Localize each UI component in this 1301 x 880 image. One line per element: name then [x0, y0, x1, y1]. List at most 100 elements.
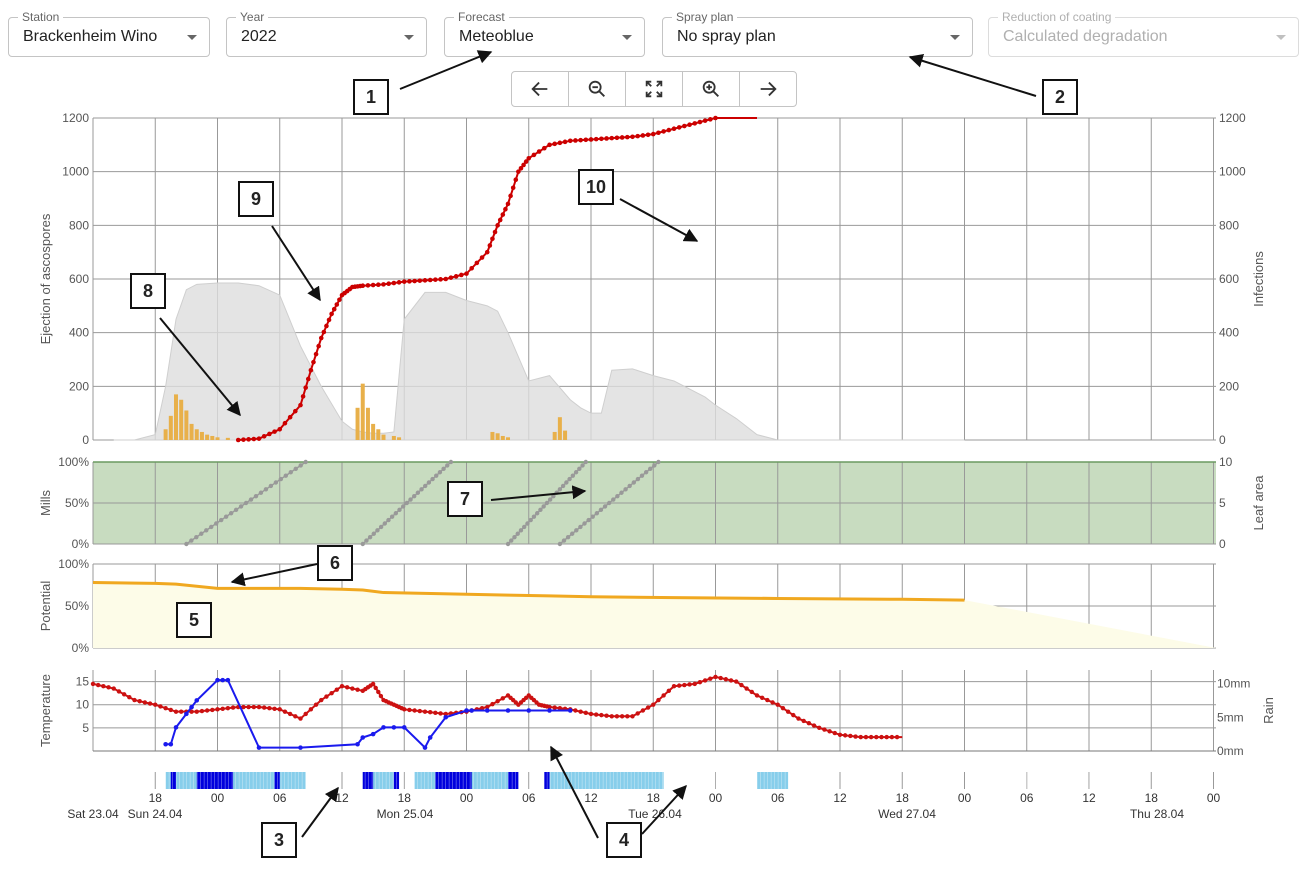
y-tick-label: 50%: [65, 599, 89, 613]
y2-axis-title: Rain: [1261, 697, 1276, 724]
temperature-point: [837, 732, 843, 737]
leaf-area-point: [567, 476, 572, 482]
infection-point: [508, 193, 513, 199]
infection-point: [386, 281, 391, 286]
infection-point: [645, 132, 651, 138]
infection-point: [567, 138, 573, 144]
spore-bar: [552, 431, 557, 440]
leaf-area-point: [367, 534, 373, 540]
leaf-area-point: [400, 504, 406, 509]
spore-bar: [391, 435, 396, 440]
coating-reduction-select[interactable]: Reduction of coating Calculated degradat…: [988, 9, 1299, 57]
x-tick-label: 06: [273, 791, 287, 805]
y-axis-title: Ejection of ascospores: [38, 213, 53, 344]
rain-point: [225, 677, 231, 683]
infection-point: [376, 282, 381, 288]
temperature-point: [853, 734, 858, 739]
infection-point: [513, 177, 519, 183]
rain-point: [215, 677, 220, 683]
leaf-area-point: [643, 470, 649, 475]
spore-bar: [210, 435, 215, 440]
temperature-point: [500, 696, 506, 701]
year-select[interactable]: Year 2022: [226, 9, 427, 57]
annotation-3: 3: [261, 822, 297, 858]
infection-point: [656, 130, 661, 136]
leaf-area-point: [194, 534, 199, 540]
y-axis-title: Potential: [38, 581, 53, 632]
temperature-point: [547, 704, 552, 710]
temperature-point: [220, 706, 225, 711]
year-label: Year: [236, 9, 269, 25]
temperature-point: [811, 723, 817, 728]
leaf-wetness-bar: [757, 772, 789, 789]
temperature-point: [282, 709, 288, 714]
pan-right-button[interactable]: [740, 72, 796, 106]
temperature-point: [422, 709, 428, 714]
station-select[interactable]: Station Brackenheim Wino: [8, 9, 210, 57]
station-value: Brackenheim Wino: [23, 28, 158, 45]
temperature-point: [215, 707, 220, 712]
temperature-point: [635, 711, 640, 716]
x-tick-label: 06: [1020, 791, 1034, 805]
leaf-area-point: [263, 487, 269, 492]
temperature-point: [718, 675, 723, 681]
leaf-area-point: [544, 500, 550, 506]
spray-plan-select[interactable]: Spray plan No spray plan: [662, 9, 973, 57]
temperature-point: [734, 679, 739, 684]
pan-left-button[interactable]: [512, 72, 569, 106]
temperature-point: [614, 714, 620, 719]
infection-point: [523, 159, 529, 164]
spore-bar: [563, 430, 568, 440]
temperature-point: [817, 725, 822, 731]
leaf-area-point: [648, 466, 653, 472]
infection-point: [479, 255, 485, 260]
temperature-point: [267, 705, 272, 711]
leaf-area-point: [547, 497, 553, 502]
leaf-area-point: [238, 504, 244, 509]
rain-point: [173, 725, 179, 730]
leaf-area-point: [569, 531, 575, 536]
y-tick-label: 0%: [72, 537, 90, 551]
infection-point: [443, 276, 449, 282]
temperature-point: [350, 686, 355, 691]
temperature-point: [116, 689, 122, 694]
zoom-in-button[interactable]: [683, 72, 740, 106]
x-tick-label: 00: [958, 791, 972, 805]
leaf-area-point: [258, 490, 264, 495]
chevron-down-icon: [950, 35, 960, 40]
infection-point: [324, 323, 329, 329]
temperature-point: [765, 697, 770, 703]
x-date-label: Mon 25.04: [377, 807, 434, 821]
infection-point: [495, 223, 500, 228]
x-tick-label: 12: [833, 791, 847, 805]
leaf-area-point: [298, 463, 303, 468]
coating-area: [93, 582, 1216, 648]
leaf-area-point: [218, 517, 224, 523]
annotation-arrows: [159, 50, 1037, 839]
infection-point: [453, 274, 459, 279]
spore-bar: [205, 434, 210, 440]
infection-point: [593, 136, 599, 142]
spore-bar: [495, 433, 500, 440]
temperature-point: [552, 705, 557, 710]
zoom-out-button[interactable]: [569, 72, 626, 106]
fullscreen-button[interactable]: [626, 72, 683, 106]
infection-point: [630, 134, 635, 140]
temperature-point: [682, 682, 687, 688]
leaf-area-point: [278, 476, 284, 482]
leaf-area-point: [371, 531, 376, 536]
temperature-point: [604, 713, 609, 718]
leaf-wetness-bar-intense: [362, 772, 374, 789]
arrow-left-icon: [531, 81, 548, 97]
spore-bar: [506, 437, 510, 440]
temperature-point: [490, 701, 495, 707]
leaf-area-point: [578, 524, 583, 530]
leaf-area-point: [441, 466, 446, 472]
temperature-point: [272, 706, 277, 711]
temperature-point: [806, 721, 812, 726]
spore-bar: [360, 383, 365, 440]
leaf-area-point: [364, 538, 369, 543]
infection-point: [521, 162, 526, 168]
leaf-area-point: [209, 524, 214, 530]
